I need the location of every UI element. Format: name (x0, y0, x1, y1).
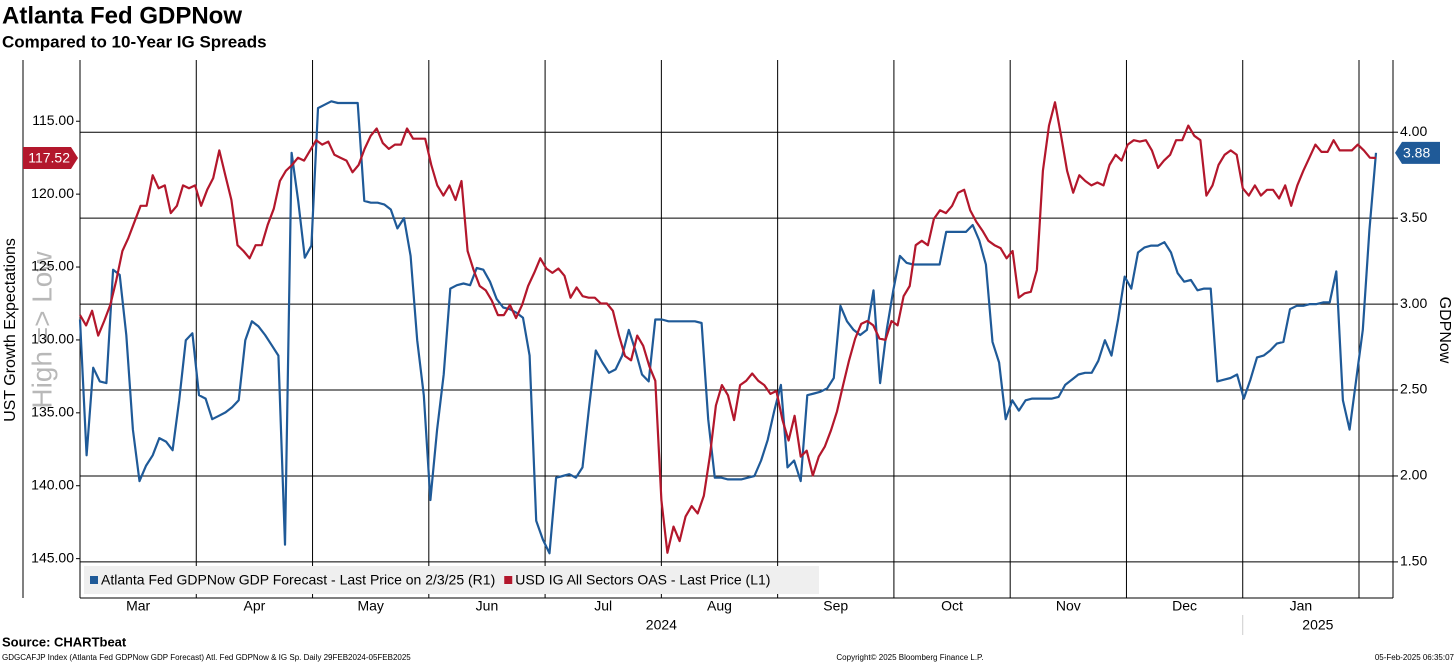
y2-tick-label: 1.50 (1400, 553, 1427, 569)
x-tick-label: Mar (126, 598, 150, 614)
footer-left: GDGCAFJP Index (Atlanta Fed GDPNow GDP F… (2, 653, 411, 662)
legend-box (84, 566, 819, 594)
footer-right: 05-Feb-2025 06:35:07 (1375, 653, 1455, 662)
x-tick-label: Jul (594, 598, 612, 614)
y-tick-label: 145.00 (31, 549, 74, 565)
y-tick-label: 120.00 (31, 185, 74, 201)
legend-label: Atlanta Fed GDPNow GDP Forecast - Last P… (101, 572, 495, 588)
y-tick-label: 125.00 (31, 258, 74, 274)
legend-swatch (90, 576, 98, 584)
last-price-label: 3.88 (1403, 145, 1430, 161)
year-label: 2025 (1302, 617, 1333, 633)
y-tick-label: 135.00 (31, 404, 74, 420)
tag-box (23, 146, 78, 169)
y-tick-label: 130.00 (31, 331, 74, 347)
series-line (79, 101, 1377, 554)
x-tick-label: Nov (1056, 598, 1081, 614)
annotation: High => Low (26, 251, 57, 409)
tag-box (1395, 141, 1440, 164)
last-price-tag: 3.88 (1395, 141, 1440, 164)
source: Source: CHARTbeat (2, 634, 127, 649)
y-tick-label: 115.00 (32, 112, 74, 128)
legend: Atlanta Fed GDPNow GDP Forecast - Last P… (84, 566, 819, 594)
x-tick-label: Oct (941, 598, 963, 614)
last-price-tag: 117.52 (23, 146, 78, 169)
x-tick-label: Jan (1290, 598, 1313, 614)
x-tick-label: May (357, 598, 383, 614)
chart-subtitle: Compared to 10-Year IG Spreads (2, 32, 267, 51)
y-tick-label: 140.00 (31, 476, 74, 492)
x-tick-label: Sep (823, 598, 848, 614)
footer-center: Copyright© 2025 Bloomberg Finance L.P. (836, 653, 983, 662)
y2-tick-label: 3.00 (1400, 295, 1427, 311)
last-price-label: 117.52 (28, 150, 70, 166)
year-label: 2024 (646, 617, 677, 633)
y2-tick-label: 3.50 (1400, 209, 1427, 225)
chart-title: Atlanta Fed GDPNow (2, 2, 242, 29)
y2-axis-title: GDPNow (1436, 297, 1453, 364)
y2-tick-label: 4.00 (1400, 123, 1427, 139)
y-axis-title: UST Growth Expectations (2, 238, 19, 422)
y2-tick-label: 2.00 (1400, 467, 1427, 483)
x-tick-label: Aug (707, 598, 732, 614)
x-tick-label: Dec (1172, 598, 1197, 614)
y2-tick-label: 2.50 (1400, 381, 1427, 397)
legend-swatch (504, 576, 513, 584)
series-line (78, 100, 1378, 555)
x-tick-label: Jun (476, 598, 499, 614)
legend-label: USD IG All Sectors OAS - Last Price (L1) (515, 572, 770, 588)
x-tick-label: Apr (244, 598, 266, 614)
